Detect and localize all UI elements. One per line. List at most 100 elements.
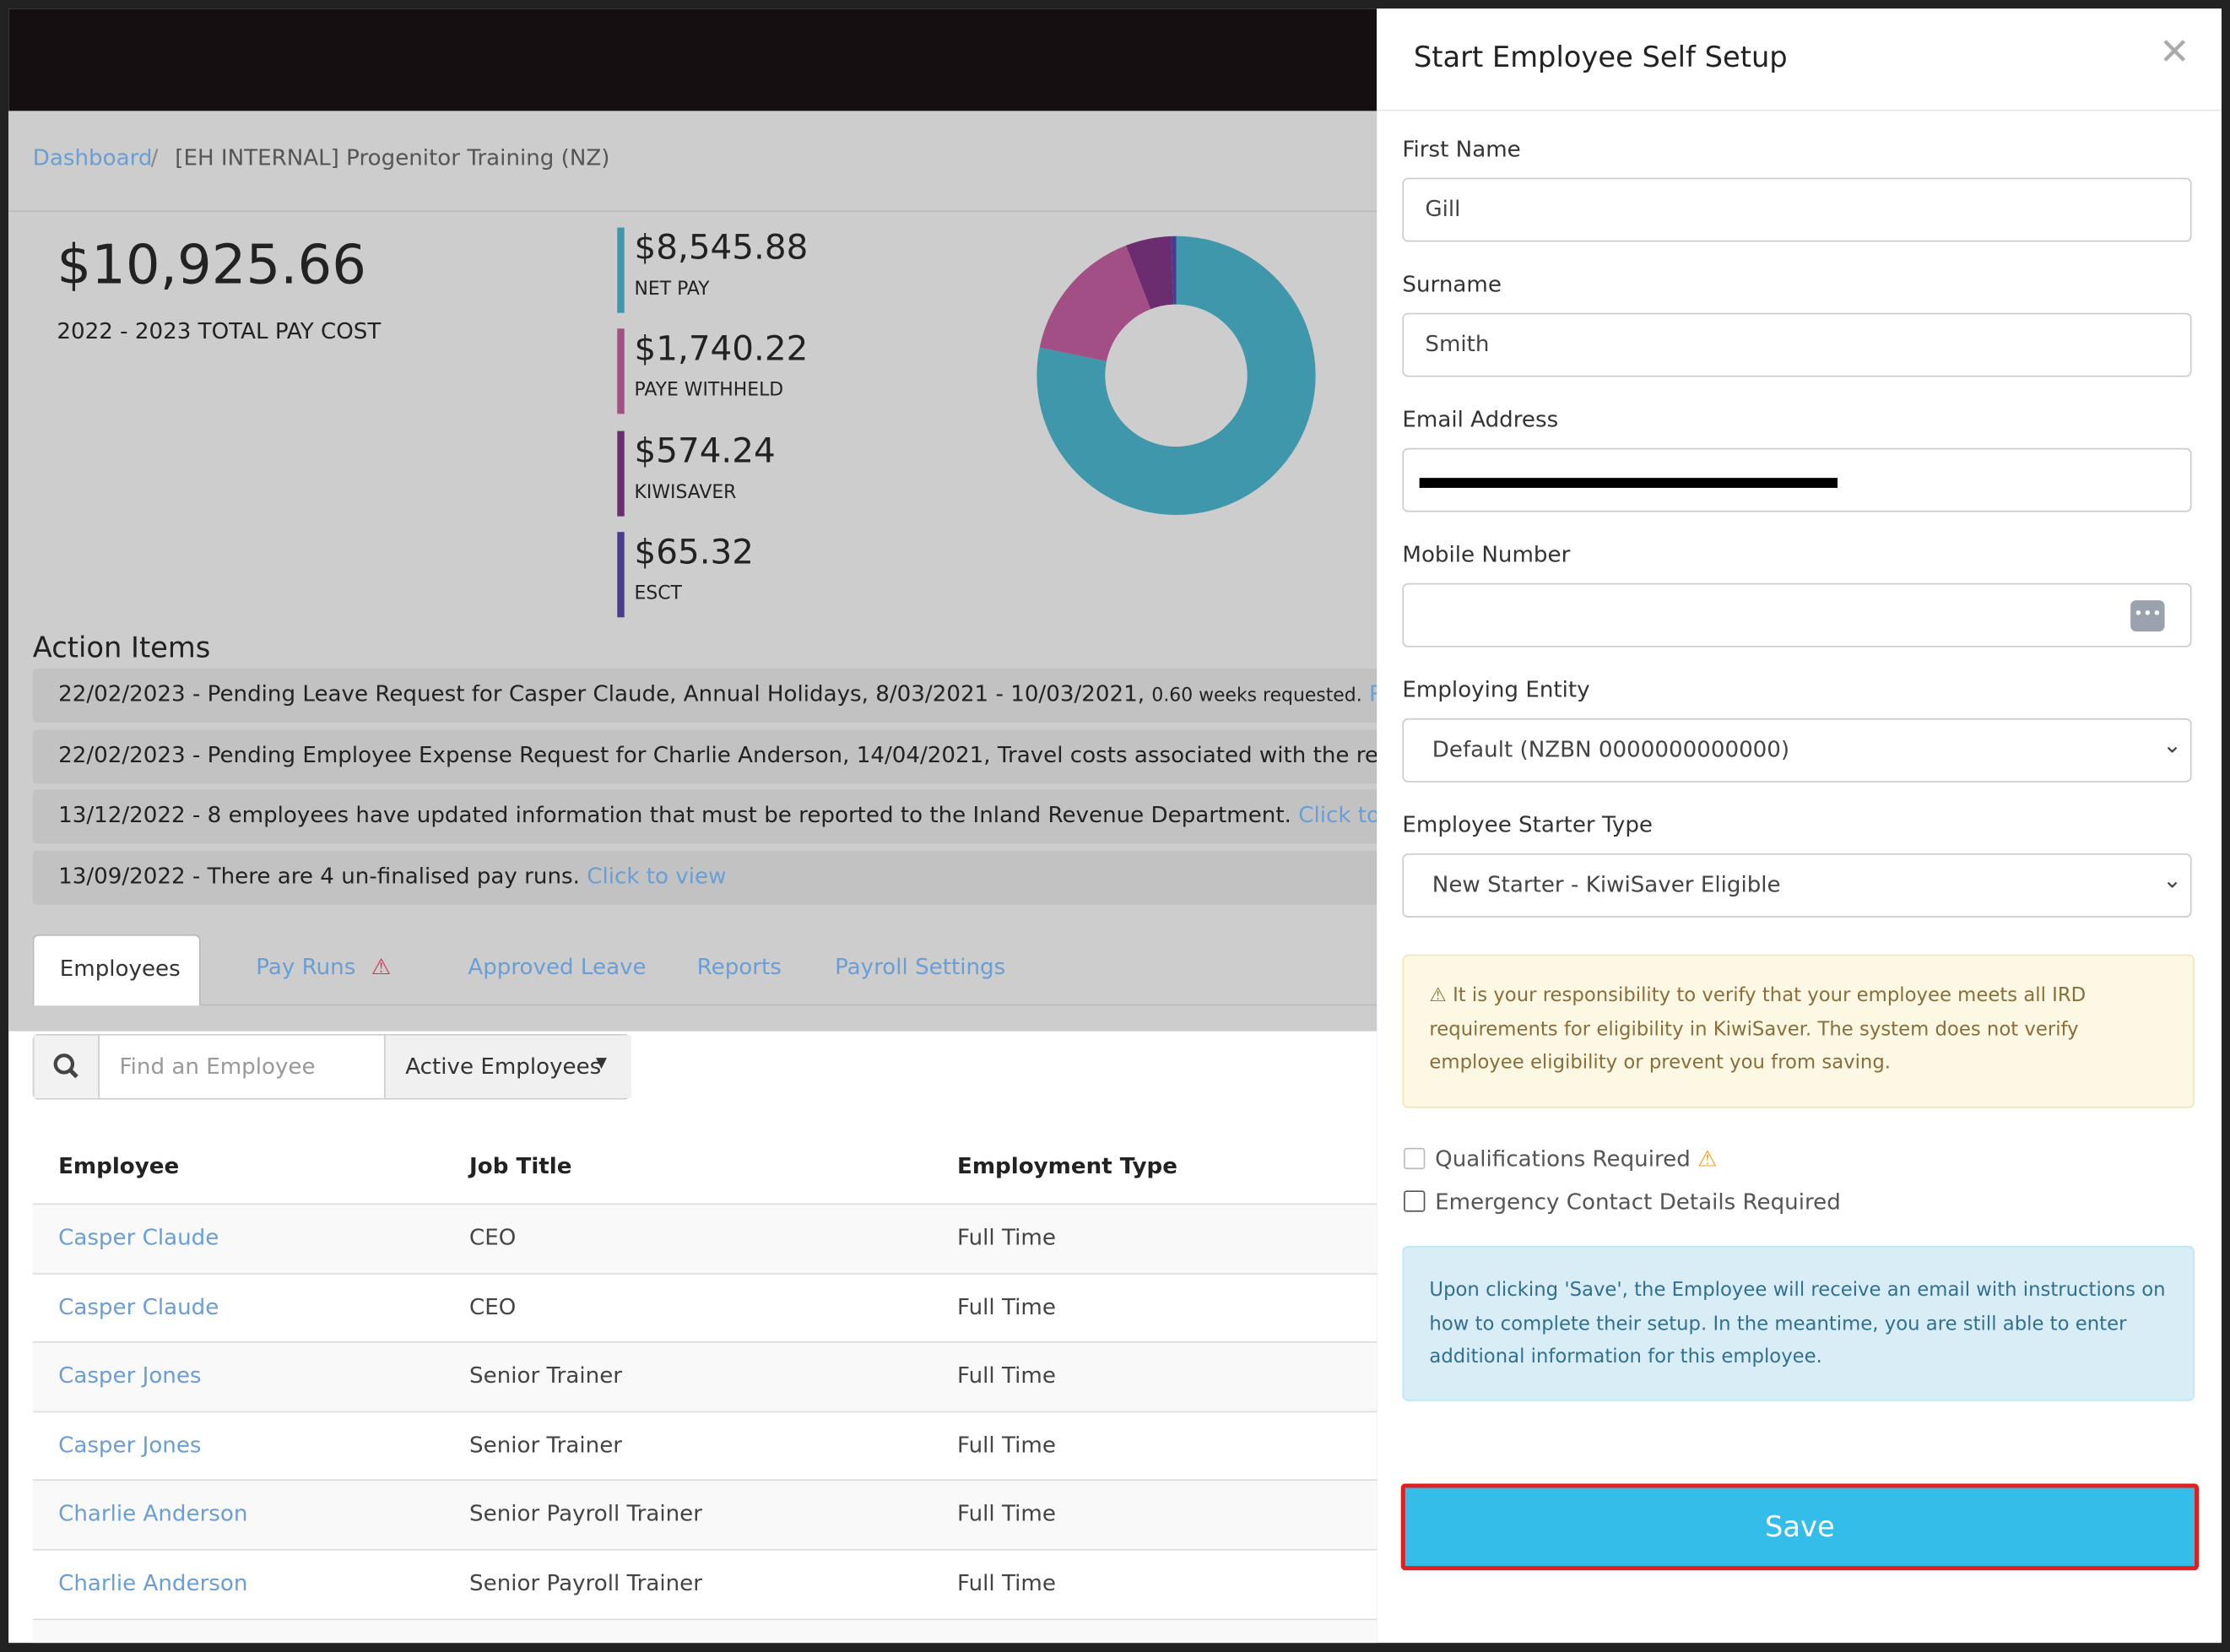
employee-link[interactable]: Charlie Anderson: [58, 1501, 248, 1527]
tab[interactable]: Approved Leave: [442, 934, 672, 1005]
action-item: 13/12/2022 - 8 employees have updated in…: [32, 789, 1378, 844]
action-item: 22/02/2023 - Pending Employee Expense Re…: [32, 729, 1378, 783]
save-button[interactable]: Save: [1400, 1483, 2200, 1571]
amount: $8,545.88: [634, 227, 809, 268]
donut-segment: [1171, 236, 1177, 305]
divider: [8, 210, 1378, 213]
field-label: First Name: [1402, 136, 1521, 163]
tab[interactable]: Reports: [671, 934, 807, 1005]
amount: $1,740.22: [634, 328, 809, 369]
table-cell: Full Time: [957, 1293, 1056, 1319]
separator: /: [150, 144, 159, 171]
amount: $65.32: [634, 532, 755, 572]
employee-link[interactable]: Casper Claude: [58, 1293, 219, 1319]
tab-label: Payroll Settings: [835, 954, 1006, 980]
action-text: 13/12/2022 - 8 employees have updated in…: [58, 802, 1291, 828]
caret: ▼: [596, 1055, 607, 1071]
action-item: 22/02/2023 - Pending Leave Request for C…: [32, 668, 1378, 723]
tab[interactable]: Employees: [32, 934, 201, 1006]
amount-label: NET PAY: [634, 279, 710, 301]
amount-label: ESCT: [634, 582, 682, 604]
table-cell: Full Time: [957, 1224, 1056, 1251]
action-link[interactable]: Click to view: [587, 863, 727, 889]
action-text: 22/02/2023 - Pending Employee Expense Re…: [58, 741, 1378, 768]
donut-segment: [1039, 245, 1151, 361]
action-note: 0.60 weeks requested.: [1151, 685, 1362, 707]
modal: Start Employee Self Setup ✕ ••• ⚠ It is …: [1377, 8, 2222, 1644]
filter-label: Active Employees: [405, 1053, 602, 1080]
checkbox-text: Qualifications Required: [1435, 1146, 1691, 1173]
field-label: Employing Entity: [1402, 677, 1590, 703]
filter-dropdown[interactable]: Active Employees ▼: [383, 1035, 632, 1098]
divider: [1377, 109, 2222, 111]
tab-border: [200, 1004, 1378, 1006]
donut-segment: [1037, 236, 1316, 515]
table-cell: Senior Trainer: [469, 1432, 623, 1458]
field-label: Email Address: [1402, 406, 1559, 433]
table-cell: Senior Payroll Trainer: [469, 1570, 702, 1596]
checkbox[interactable]: [1404, 1190, 1426, 1212]
table-cell: Full Time: [957, 1362, 1056, 1389]
table-row: [32, 1548, 1378, 1618]
table-cell: CEO: [469, 1293, 517, 1319]
legend-bar: [617, 430, 625, 516]
tab[interactable]: Payroll Settings: [809, 934, 1031, 1005]
input-value: Default (NZBN 0000000000000): [1432, 736, 1790, 763]
tab-label: Pay Runs: [256, 954, 356, 980]
input[interactable]: New Starter - KiwiSaver Eligible ⌄: [1402, 853, 2192, 918]
action-text: 22/02/2023 - Pending Leave Request for C…: [58, 681, 1145, 707]
table-row: [32, 1617, 1378, 1644]
close-button[interactable]: ✕: [2158, 31, 2190, 74]
employee-link[interactable]: Casper Claude: [58, 1224, 219, 1251]
column-header: Employment Type: [957, 1153, 1177, 1179]
tab[interactable]: Pay Runs ⚠: [230, 934, 417, 1005]
field-label: Surname: [1402, 271, 1502, 298]
table-row: [32, 1203, 1378, 1273]
legend-bar: [617, 532, 625, 618]
field-label: Mobile Number: [1402, 541, 1571, 568]
search-group: Find an Employee Active Employees ▼: [32, 1033, 632, 1100]
input[interactable]: Gill: [1402, 177, 2192, 242]
table-row: [32, 1480, 1378, 1549]
input-value: New Starter - KiwiSaver Eligible: [1432, 871, 1781, 898]
legend-bar: [617, 328, 625, 414]
tab-label: Reports: [696, 954, 782, 980]
warning-icon: ⚠: [364, 954, 392, 980]
input[interactable]: [1402, 582, 2192, 647]
breadcrumb-current: [EH INTERNAL] Progenitor Training (NZ): [175, 144, 610, 171]
input[interactable]: Smith: [1402, 312, 2192, 377]
input[interactable]: [1402, 447, 2192, 512]
action-item: 13/09/2022 - There are 4 un-finalised pa…: [32, 850, 1378, 905]
employee-link[interactable]: Casper Jones: [58, 1362, 202, 1389]
info-text: Upon clicking 'Save', the Employee will …: [1429, 1278, 2166, 1368]
top-bar: [8, 8, 1378, 111]
amount-label: KIWISAVER: [634, 481, 737, 503]
action-text: 13/09/2022 - There are 4 un-finalised pa…: [58, 863, 580, 889]
breadcrumb-link[interactable]: Dashboard: [32, 144, 153, 171]
input-value: Gill: [1425, 196, 1461, 222]
warning-text: It is your responsibility to verify that…: [1429, 984, 2087, 1075]
donut-chart: [1037, 236, 1316, 515]
checkbox-text: Emergency Contact Details Required: [1435, 1189, 1841, 1215]
checkbox[interactable]: [1404, 1147, 1426, 1170]
total-label: 2022 - 2023 TOTAL PAY COST: [57, 318, 382, 344]
action-link[interactable]: Click to view: [1298, 802, 1377, 828]
search-input[interactable]: Find an Employee: [119, 1053, 316, 1080]
amount-label: PAYE WITHHELD: [634, 380, 784, 402]
action-link[interactable]: Review: [1369, 681, 1377, 707]
info-box: Upon clicking 'Save', the Employee will …: [1402, 1246, 2195, 1401]
employee-link[interactable]: Casper Jones: [58, 1432, 202, 1458]
checkbox-label: Emergency Contact Details Required: [1435, 1189, 1841, 1215]
autofill-icon[interactable]: •••: [2130, 600, 2165, 632]
table-row: [32, 1411, 1378, 1481]
table-cell: Senior Trainer: [469, 1362, 623, 1389]
column-header: Job Title: [469, 1153, 572, 1179]
field-label: Employee Starter Type: [1402, 812, 1653, 838]
table-cell: Full Time: [957, 1432, 1056, 1458]
table-cell: Full Time: [957, 1570, 1056, 1596]
table-cell: Full Time: [957, 1501, 1056, 1527]
employee-link[interactable]: Charlie Anderson: [58, 1570, 248, 1596]
input[interactable]: Default (NZBN 0000000000000) ⌄: [1402, 718, 2192, 783]
select-caret: ⌄: [2162, 731, 2182, 759]
